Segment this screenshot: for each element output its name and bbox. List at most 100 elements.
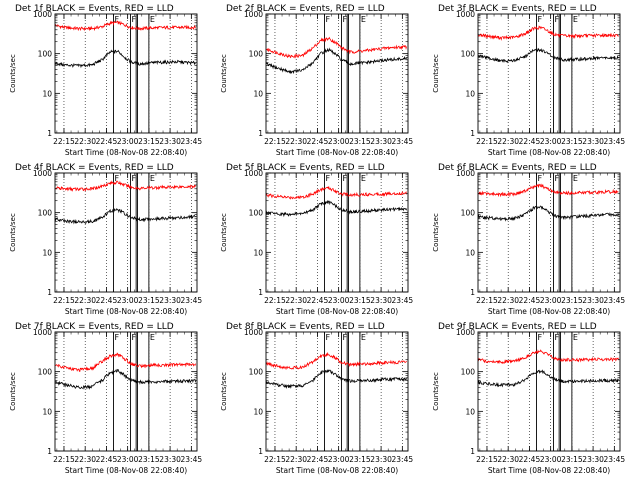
y-axis-label: Counts/sec [9, 54, 17, 93]
y-tick-label: 1 [470, 288, 475, 297]
x-tick-label: 23:00 [117, 296, 139, 305]
x-tick-label: 23:15 [138, 455, 160, 464]
x-tick-label: 22:30 [497, 455, 519, 464]
x-tick-label: 22:15 [264, 137, 286, 146]
x-tick-label: 23:30 [370, 455, 392, 464]
x-axis-label: Start Time (08-Nov-08 22:08:40) [276, 466, 398, 475]
x-tick-label: 23:15 [561, 137, 583, 146]
y-tick-label: 1000 [33, 10, 52, 19]
y-tick-label: 1 [258, 129, 263, 138]
plot-frame [477, 172, 621, 293]
series-line-events [265, 47, 407, 75]
chart-panel-7: Det 7f BLACK = Events, RED = LLD Counts/s… [9, 322, 202, 475]
chart-title: Det 6f BLACK = Events, RED = LLD [438, 163, 597, 173]
x-tick-label: 23:00 [540, 296, 562, 305]
marker-label: E [361, 174, 366, 183]
x-tick-label: 23:00 [117, 455, 139, 464]
series-line-events [54, 368, 196, 390]
y-tick-label: 1000 [33, 328, 52, 337]
y-tick-label: 1 [47, 288, 52, 297]
x-tick-label: 22:15 [264, 296, 286, 305]
x-tick-label: 22:15 [53, 455, 75, 464]
y-tick-label: 100 [249, 50, 264, 59]
chart-panel-5: Det 5f BLACK = Events, RED = LLD Counts/s… [220, 163, 413, 316]
x-tick-label: 23:15 [138, 296, 160, 305]
x-tick-label: 22:30 [497, 296, 519, 305]
chart-panel-1: Det 1f BLACK = Events, RED = LLD Counts/s… [9, 4, 202, 157]
marker-label: F [325, 15, 330, 24]
chart-title: Det 3f BLACK = Events, RED = LLD [438, 4, 597, 14]
series-line-lld [54, 180, 196, 192]
x-tick-label: 23:00 [117, 137, 139, 146]
y-tick-label: 10 [42, 407, 52, 416]
x-tick-label: 23:45 [392, 455, 414, 464]
y-axis-label: Counts/sec [220, 372, 228, 411]
x-tick-label: 23:30 [159, 296, 181, 305]
chart-panel-8: Det 8f BLACK = Events, RED = LLD Counts/s… [220, 322, 413, 475]
x-tick-label: 23:00 [540, 455, 562, 464]
marker-label: F [537, 15, 542, 24]
marker-label: F [114, 333, 119, 342]
chart-panel-2: Det 2f BLACK = Events, RED = LLD Counts/s… [220, 4, 413, 157]
y-tick-label: 1000 [244, 10, 263, 19]
y-tick-label: 10 [465, 407, 475, 416]
marker-label: E [150, 15, 155, 24]
x-tick-label: 23:00 [540, 137, 562, 146]
marker-label: F [114, 15, 119, 24]
series-line-events [265, 369, 407, 390]
x-tick-label: 22:30 [74, 455, 96, 464]
marker-label: F [131, 174, 136, 183]
chart-panel-3: Det 3f BLACK = Events, RED = LLD Counts/s… [432, 4, 625, 157]
y-tick-label: 10 [465, 248, 475, 257]
x-tick-label: 22:45 [307, 455, 329, 464]
x-tick-label: 22:15 [476, 137, 498, 146]
x-tick-label: 23:45 [604, 296, 626, 305]
x-axis-label: Start Time (08-Nov-08 22:08:40) [488, 466, 610, 475]
chart-panel-4: Det 4f BLACK = Events, RED = LLD Counts/s… [9, 163, 202, 316]
y-tick-label: 10 [42, 89, 52, 98]
series-line-lld [265, 351, 407, 371]
x-tick-label: 22:45 [96, 455, 118, 464]
x-tick-label: 23:30 [159, 137, 181, 146]
x-tick-label: 22:15 [476, 455, 498, 464]
x-tick-label: 22:45 [96, 296, 118, 305]
y-tick-label: 1 [47, 447, 52, 456]
x-tick-label: 23:45 [604, 137, 626, 146]
marker-label: E [150, 333, 155, 342]
y-tick-label: 100 [461, 209, 476, 218]
x-tick-label: 23:30 [370, 296, 392, 305]
series-line-lld [477, 25, 619, 41]
x-tick-label: 23:45 [181, 137, 203, 146]
x-tick-label: 23:45 [181, 296, 203, 305]
x-tick-label: 22:30 [285, 137, 307, 146]
y-tick-label: 10 [253, 407, 263, 416]
y-axis-label: Counts/sec [432, 372, 440, 411]
y-tick-label: 1000 [244, 328, 263, 337]
x-tick-label: 23:30 [370, 137, 392, 146]
x-tick-label: 23:15 [349, 137, 371, 146]
x-axis-label: Start Time (08-Nov-08 22:08:40) [488, 148, 610, 157]
marker-label: F [325, 174, 330, 183]
series-line-lld [54, 20, 196, 32]
marker-label: E [150, 174, 155, 183]
chart-title: Det 1f BLACK = Events, RED = LLD [15, 4, 174, 14]
y-axis-label: Counts/sec [432, 213, 440, 252]
y-tick-label: 10 [465, 89, 475, 98]
x-tick-label: 23:15 [349, 296, 371, 305]
plot-frame [265, 172, 409, 293]
y-tick-label: 1 [258, 447, 263, 456]
chart-title: Det 2f BLACK = Events, RED = LLD [226, 4, 385, 14]
y-axis-label: Counts/sec [432, 54, 440, 93]
x-tick-label: 22:15 [53, 137, 75, 146]
y-tick-label: 100 [461, 368, 476, 377]
x-tick-label: 22:15 [476, 296, 498, 305]
y-tick-label: 10 [253, 248, 263, 257]
y-tick-label: 100 [249, 368, 264, 377]
x-tick-label: 22:45 [519, 137, 541, 146]
chart-title: Det 8f BLACK = Events, RED = LLD [226, 322, 385, 332]
y-axis-label: Counts/sec [9, 213, 17, 252]
series-line-events [477, 47, 619, 64]
y-tick-label: 1 [258, 288, 263, 297]
x-tick-label: 23:45 [392, 137, 414, 146]
x-tick-label: 23:15 [561, 296, 583, 305]
